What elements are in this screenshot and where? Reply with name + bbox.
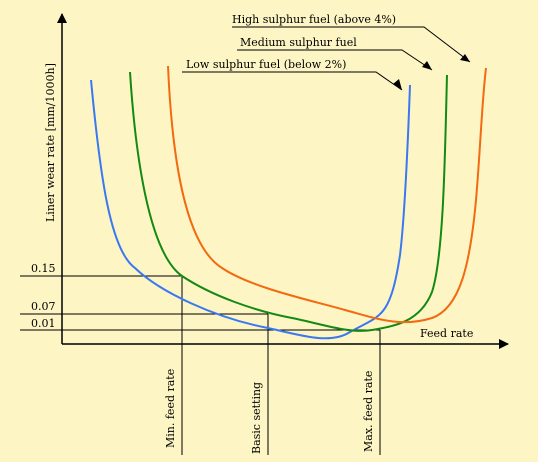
legend-label-high: High sulphur fuel (above 4%) bbox=[232, 13, 396, 26]
legend-label-medium: Medium sulphur fuel bbox=[240, 36, 357, 49]
y-tick-0.01: 0.01 bbox=[31, 317, 56, 330]
arrowhead-low bbox=[393, 79, 402, 90]
x-marker-min-feed: Min. feed rate bbox=[164, 369, 177, 448]
series-high-sulphur-curve bbox=[167, 65, 487, 324]
callout-low bbox=[182, 71, 403, 91]
x-marker-max-feed: Max. feed rate bbox=[362, 371, 375, 452]
callout-high bbox=[232, 26, 471, 63]
x-axis-label: Feed rate bbox=[420, 327, 473, 340]
series-low-sulphur-curve bbox=[90, 79, 411, 340]
y-tick-0.15: 0.15 bbox=[31, 262, 56, 275]
arrowhead-medium bbox=[422, 61, 432, 70]
legend-callout-arrowheads bbox=[393, 54, 470, 90]
axes bbox=[57, 13, 509, 349]
arrowhead-high bbox=[460, 54, 470, 62]
y-tick-0.07: 0.07 bbox=[31, 300, 56, 313]
y-axis-label: Liner wear rate [mm/1000h] bbox=[44, 63, 57, 222]
series-medium-sulphur-curve bbox=[129, 71, 448, 332]
callout-medium bbox=[237, 49, 433, 71]
x-marker-basic-setting: Basic setting bbox=[250, 382, 263, 454]
legend-label-low: Low sulphur fuel (below 2%) bbox=[186, 58, 346, 71]
reference-lines bbox=[20, 275, 381, 455]
